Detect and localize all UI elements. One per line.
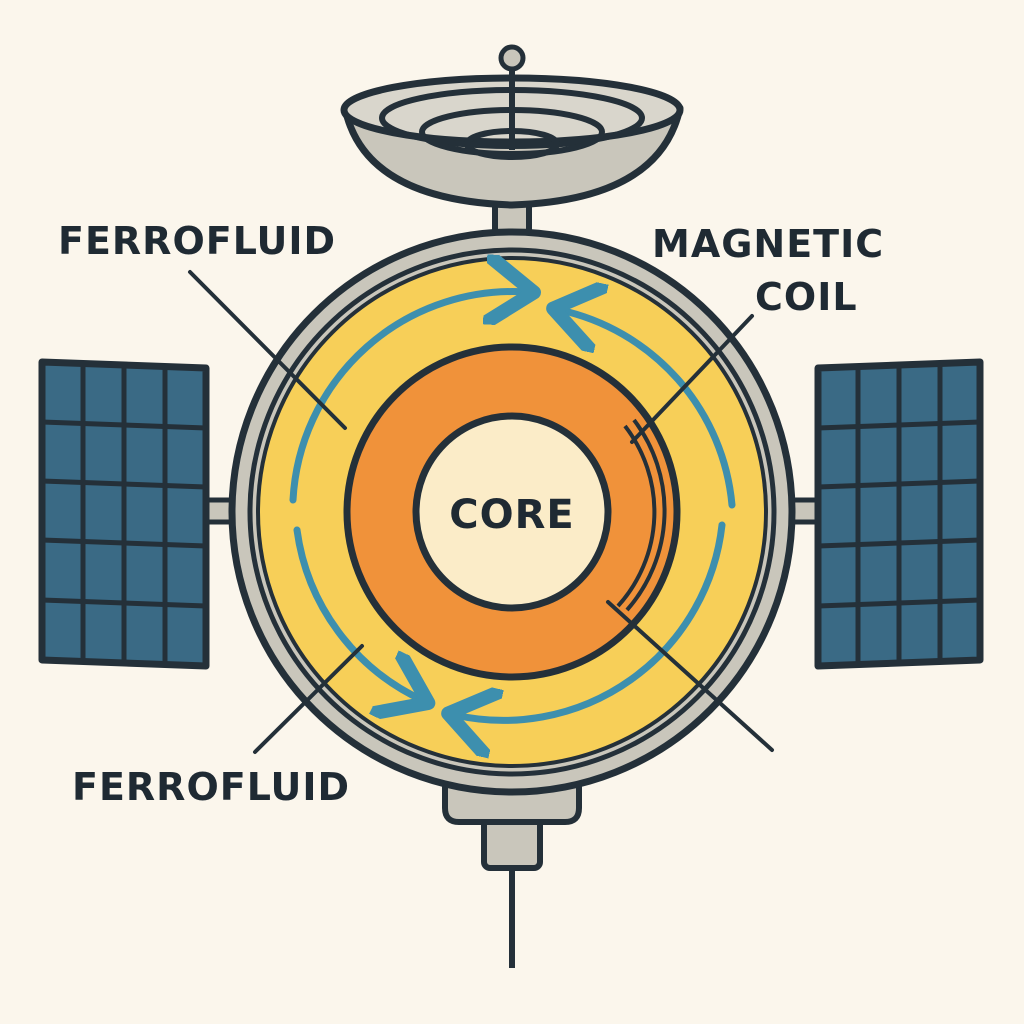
flow-arrows — [289, 292, 736, 721]
leader-ferrofluid-top — [188, 270, 347, 430]
label-coil: COIL — [755, 275, 858, 319]
flow-arrow-bottom-right — [455, 521, 726, 720]
label-core: CORE — [449, 492, 574, 538]
flow-arrow-bottom-left — [293, 526, 422, 700]
left-panel-grid — [41, 364, 207, 664]
label-magnetic: MAGNETIC — [652, 222, 884, 266]
solar-panel-icon — [38, 358, 210, 670]
thruster-nozzle — [481, 815, 543, 871]
leader-lines — [188, 270, 774, 754]
thruster-icon — [442, 777, 582, 968]
solar-panel-icon — [814, 358, 984, 670]
label-ferrofluid-bottom: FERROFLUID — [72, 765, 350, 809]
label-ferrofluid-top: FERROFLUID — [58, 219, 336, 263]
coil-winding-inner — [616, 424, 657, 608]
right-panel-grid — [817, 364, 981, 664]
dish-feed-tip — [498, 44, 526, 72]
coil-winding-outer — [625, 418, 667, 612]
satellite-dish-icon — [340, 44, 684, 241]
flow-arrow-top-right — [560, 310, 736, 509]
hull-inner-edge — [247, 247, 777, 777]
flow-arrow-top-left — [289, 292, 527, 504]
leader-coil-lower — [606, 600, 774, 752]
leader-ferrofluid-bottom — [253, 644, 364, 754]
leader-magnetic-coil — [630, 314, 754, 444]
core — [412, 412, 612, 612]
